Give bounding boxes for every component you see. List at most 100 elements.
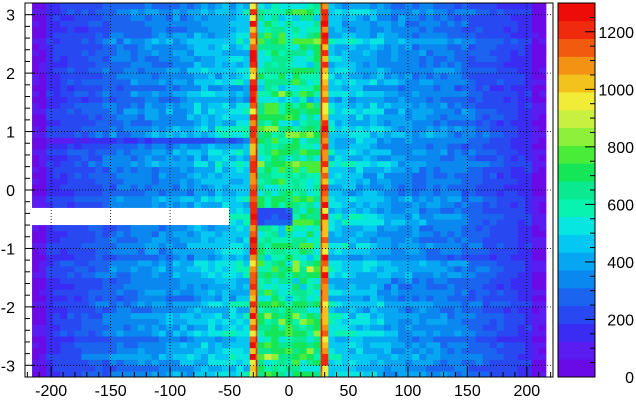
heatmap-cell-189: [334, 359, 343, 366]
heatmap-cell-3602: [285, 78, 293, 86]
heatmap-cell-342: [384, 347, 392, 355]
heatmap-cell-2143: [292, 195, 300, 203]
heatmap-cell-1100: [67, 283, 75, 290]
heatmap-cell-4465: [193, 8, 202, 16]
heatmap-cell-1038: [144, 289, 153, 296]
heatmap-cell-3818: [264, 61, 272, 68]
heatmap-cell-543: [257, 330, 265, 337]
heatmap-cell-4207: [433, 32, 441, 39]
heatmap-cell-2603: [447, 160, 455, 168]
heatmap-cell-4490: [369, 8, 378, 16]
heatmap-cell-2995: [123, 125, 131, 132]
heatmap-cell-2791: [229, 143, 237, 150]
heatmap-cell-1884: [447, 225, 455, 232]
heatmap-cell-719: [468, 318, 476, 325]
heatmap-cell-3749: [292, 67, 300, 74]
heatmap-cell-2198: [165, 190, 174, 197]
heatmap-cell-2679: [468, 154, 476, 162]
heatmap-cell-3512: [165, 84, 174, 92]
heatmap-cell-2668: [391, 154, 399, 162]
heatmap-cell-2543: [538, 166, 547, 173]
heatmap-cell-1179: [109, 277, 117, 284]
heatmap-cell-2017: [433, 207, 441, 214]
heatmap-cell-2082: [377, 201, 385, 208]
heatmap-cell-3903: [348, 55, 357, 62]
heatmap-cell-2494: [193, 166, 202, 173]
heatmap-cell-3038: [426, 125, 434, 132]
heatmap-cell-2469: [531, 172, 540, 179]
heatmap-cell-208: [468, 359, 476, 366]
heatmap-cell-1689: [102, 236, 110, 243]
heatmap-cell-2762: [538, 149, 547, 156]
heatmap-cell-3083: [229, 119, 237, 127]
heatmap-cell-141: [510, 365, 519, 372]
heatmap-cell-1278: [292, 271, 300, 279]
heatmap-cell-4405: [285, 14, 293, 21]
heatmap-cell-3912: [412, 55, 420, 62]
heatmap-cell-1033: [109, 289, 117, 296]
heatmap-cell-456: [158, 336, 167, 343]
heatmap-cell-583: [538, 330, 547, 337]
heatmap-cell-3567: [39, 78, 47, 86]
heatmap-cell-1264: [193, 271, 202, 279]
heatmap-cell-4210: [454, 32, 462, 39]
heatmap-cell-2826: [475, 143, 483, 150]
heatmap-cell-2324: [538, 184, 547, 191]
heatmap-cell-4038: [271, 43, 279, 51]
heatmap-cell-1604: [531, 248, 540, 255]
heatmap-cell-4098: [179, 38, 188, 45]
heatmap-cell-550: [306, 330, 315, 337]
heatmap-cell-2816: [405, 143, 413, 150]
heatmap-cell-707: [384, 318, 392, 325]
heatmap-cell-454: [144, 336, 153, 343]
heatmap-cell-4462: [172, 8, 181, 16]
heatmap-cell-579: [510, 330, 519, 337]
heatmap-cell-2420: [186, 172, 195, 179]
heatmap-cell-2821: [440, 143, 448, 150]
heatmap-cell-3168: [313, 114, 322, 121]
heatmap-cell-2423: [208, 172, 216, 179]
heatmap-cell-931: [419, 301, 427, 308]
heatmap-cell-2044: [109, 201, 117, 208]
heatmap-cell-4456: [130, 8, 139, 16]
heatmap-cell-842: [306, 306, 315, 314]
heatmap-cell-3624: [440, 78, 448, 86]
heatmap-cell-2104: [531, 201, 540, 208]
heatmap-cell-4575: [454, 3, 462, 10]
heatmap-cell-3865: [81, 55, 89, 62]
heatmap-cell-1711: [257, 236, 265, 243]
heatmap-cell-757: [222, 312, 230, 319]
heatmap-cell-1520: [454, 254, 462, 261]
heatmap-cell-1366: [398, 265, 406, 273]
heatmap-cell-2231: [398, 190, 406, 197]
heatmap-cell-3817: [257, 61, 265, 68]
heatmap-cell-612: [229, 324, 237, 331]
heatmap-cell-4217: [503, 32, 512, 39]
heatmap-cell-1369: [419, 265, 427, 273]
heatmap-cell-1394: [81, 260, 89, 267]
heatmap-cell-4216: [496, 32, 505, 39]
heatmap-cell-2272: [172, 184, 181, 191]
heatmap-cell-1706: [222, 236, 230, 243]
heatmap-cell-2458: [454, 172, 462, 179]
heatmap-cell-4138: [461, 38, 469, 45]
heatmap-cell-572: [461, 330, 469, 337]
heatmap-cell-2299: [362, 184, 371, 191]
heatmap-cell-1338: [201, 265, 209, 273]
heatmap-cell-2680: [475, 154, 483, 162]
heatmap-cell-2565: [179, 160, 188, 168]
heatmap-cell-4172: [186, 32, 195, 39]
heatmap-cell-1211: [334, 277, 343, 284]
heatmap-cell-1449: [468, 260, 476, 267]
heatmap-cell-3416: [517, 96, 526, 103]
heatmap-cell-4252: [236, 26, 244, 33]
heatmap-cell-1214: [355, 277, 364, 284]
heatmap-cell-3163: [278, 114, 286, 121]
heatmap-cell-1108: [123, 283, 131, 290]
heatmap-cell-1529: [517, 254, 526, 261]
heatmap-cell-3635: [517, 78, 526, 86]
ring-peak-cell-4663: [322, 289, 329, 296]
heatmap-cell-1469: [95, 254, 103, 261]
heatmap-cell-4476: [271, 8, 279, 16]
heatmap-cell-4017: [123, 43, 131, 51]
